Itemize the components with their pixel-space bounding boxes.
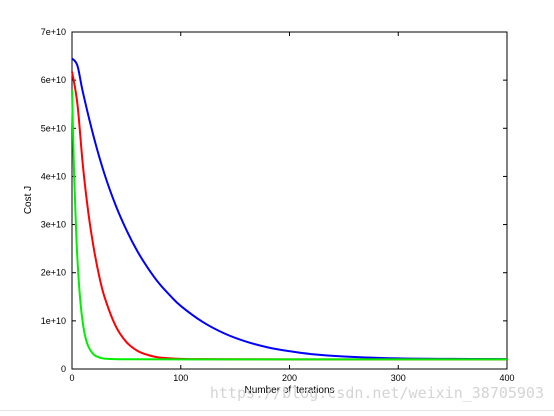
x-tick-label: 100 — [173, 373, 188, 383]
plot-frame — [71, 31, 508, 370]
y-tick-label: 1e+10 — [41, 316, 66, 326]
watermark: https://blog.csdn.net/weixin_38705903 — [209, 384, 544, 402]
y-tick-label: 7e+10 — [41, 27, 66, 37]
series-line-3 — [71, 89, 507, 361]
y-tick-label: 2e+10 — [41, 268, 66, 278]
x-tick-label: 200 — [282, 373, 297, 383]
y-tick-label: 6e+10 — [41, 75, 66, 85]
x-tick-label: 0 — [69, 373, 74, 383]
y-tick-label: 5e+10 — [41, 123, 66, 133]
y-tick-label: 4e+10 — [41, 171, 66, 181]
series-group — [71, 57, 508, 361]
axis-ticks: 0 100 200 300 400 0 1e+10 2e+10 3e+10 4e+10 5e+10 6… — [41, 27, 515, 383]
y-axis-label: Cost J — [23, 186, 34, 214]
y-tick-label: 3e+10 — [41, 220, 66, 230]
x-tick-label: 300 — [391, 373, 406, 383]
x-tick-label: 400 — [499, 373, 514, 383]
x-axis-label: Number of iterations — [244, 385, 334, 396]
series-line-1 — [71, 57, 508, 361]
y-tick-label: 0 — [61, 364, 66, 374]
page-divider — [0, 410, 554, 411]
